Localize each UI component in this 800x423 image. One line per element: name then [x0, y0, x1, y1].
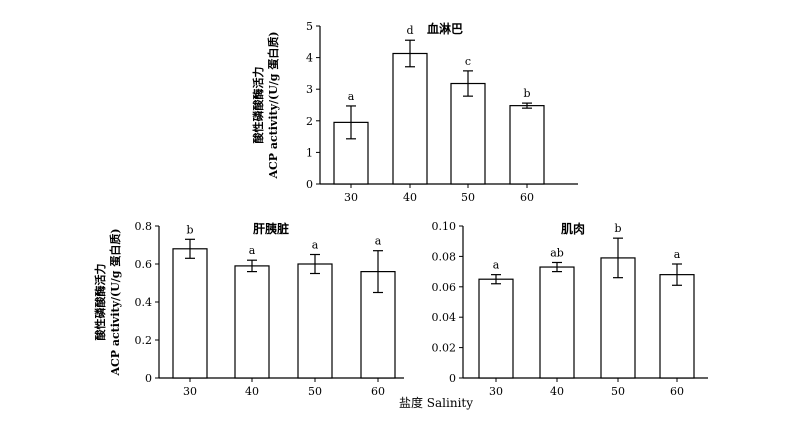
y-tick-label: 0.06	[432, 281, 457, 294]
bar	[172, 248, 208, 379]
significance-label: a	[312, 239, 319, 252]
y-tick-label: 0	[306, 178, 313, 191]
y-tick-label: 2	[306, 115, 313, 128]
significance-label: b	[523, 87, 530, 100]
shared-x-axis-label: 盐度 Salinity	[399, 395, 473, 410]
bar	[392, 52, 428, 185]
x-tick-label: 50	[461, 191, 475, 204]
y-axis-label-line1: 酸性磷酸酶活力	[93, 264, 107, 341]
significance-label: d	[406, 24, 413, 37]
x-tick-label: 30	[183, 385, 197, 398]
y-tick-label: 0.6	[135, 258, 153, 271]
y-tick-label: 0.10	[432, 220, 457, 233]
y-tick-label: 5	[306, 20, 313, 33]
panel-title: 血淋巴	[427, 21, 463, 36]
x-tick-label: 30	[489, 385, 503, 398]
y-tick-label: 0.2	[135, 334, 153, 347]
panel-muscle: 0 0.02 0.04 0.06 0.08 0.10 a 30 ab 40 b 50 a 60 肌肉	[432, 220, 708, 398]
significance-label: a	[249, 244, 256, 257]
significance-label: a	[375, 235, 382, 248]
y-tick-label: 0.8	[135, 220, 153, 233]
panel-title: 肝胰脏	[253, 221, 289, 236]
x-tick-label: 50	[611, 385, 625, 398]
x-tick-label: 60	[371, 385, 385, 398]
significance-label: b	[614, 222, 621, 235]
y-tick-label: 0.08	[432, 250, 457, 263]
y-tick-label: 0.02	[432, 342, 457, 355]
significance-label: b	[186, 223, 193, 236]
bar	[478, 278, 514, 379]
bar	[659, 274, 695, 379]
bar	[539, 266, 575, 379]
x-tick-label: 40	[403, 191, 417, 204]
x-tick-label: 30	[344, 191, 358, 204]
x-tick-label: 40	[550, 385, 564, 398]
bar	[234, 265, 270, 379]
significance-label: a	[493, 259, 500, 272]
significance-label: a	[348, 90, 355, 103]
y-tick-label: 0	[449, 372, 456, 385]
significance-label: c	[465, 55, 471, 68]
x-tick-label: 40	[245, 385, 259, 398]
significance-label: a	[674, 248, 681, 261]
y-axis-label-line2: ACP activity/(U/g 蛋白质)	[108, 228, 122, 376]
y-tick-label: 0.4	[135, 296, 153, 309]
x-tick-label: 60	[670, 385, 684, 398]
bar	[450, 82, 486, 185]
y-tick-label: 0.04	[432, 311, 457, 324]
y-tick-label: 0	[145, 372, 152, 385]
y-tick-label: 4	[306, 52, 313, 65]
panel-title: 肌肉	[560, 221, 585, 236]
y-axis-label-line2: ACP activity/(U/g 蛋白质)	[266, 31, 280, 179]
bar	[509, 105, 545, 185]
y-tick-label: 1	[306, 146, 313, 159]
y-axis-label-line1: 酸性磷酸酶活力	[251, 67, 265, 144]
y-tick-label: 3	[306, 83, 313, 96]
x-tick-label: 50	[308, 385, 322, 398]
significance-label: ab	[550, 246, 564, 259]
bar	[297, 263, 333, 379]
x-tick-label: 60	[520, 191, 534, 204]
